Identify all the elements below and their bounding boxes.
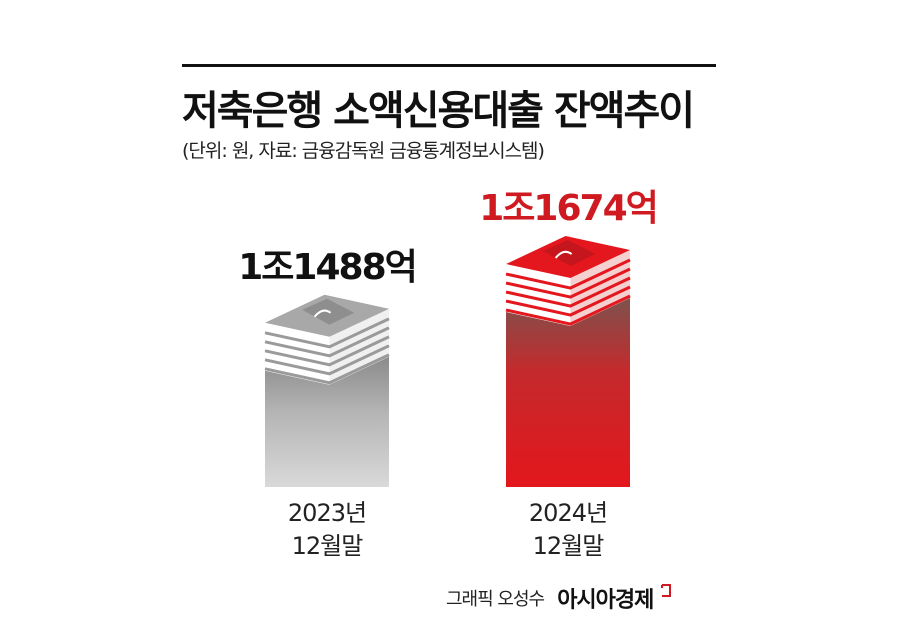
category-label: 2024년 bbox=[529, 499, 607, 527]
bill-line bbox=[505, 276, 631, 308]
bill-line bbox=[505, 258, 631, 290]
money-band-mark bbox=[554, 250, 573, 259]
money-band-mark bbox=[313, 309, 332, 318]
credit: 그래픽 오성수 아시아경제 bbox=[446, 582, 726, 613]
category-label: 12월말 bbox=[292, 532, 364, 560]
bill-line bbox=[264, 326, 390, 358]
top-rule bbox=[182, 64, 716, 67]
bill-line bbox=[505, 267, 631, 299]
bill-line bbox=[264, 344, 390, 376]
value-label: 1조1674억 bbox=[479, 188, 656, 229]
category-label: 2023년 bbox=[288, 499, 366, 527]
credit-label: 그래픽 오성수 bbox=[446, 589, 545, 610]
bill-line bbox=[264, 335, 390, 367]
bill-line bbox=[264, 317, 390, 349]
chart-title: 저축은행 소액신용대출 잔액추이 bbox=[182, 88, 695, 134]
category-label: 12월말 bbox=[533, 532, 605, 560]
bill-line bbox=[264, 353, 390, 385]
brand-logo-text: 아시아경제 bbox=[557, 588, 654, 613]
bill-line bbox=[505, 285, 631, 317]
value-label: 1조1488억 bbox=[238, 247, 415, 288]
brand-mark-icon bbox=[661, 584, 672, 597]
bill-line bbox=[505, 294, 631, 326]
chart-subtitle: (단위: 원, 자료: 금융감독원 금융통계정보시스템) bbox=[182, 140, 545, 162]
bar bbox=[506, 294, 630, 487]
